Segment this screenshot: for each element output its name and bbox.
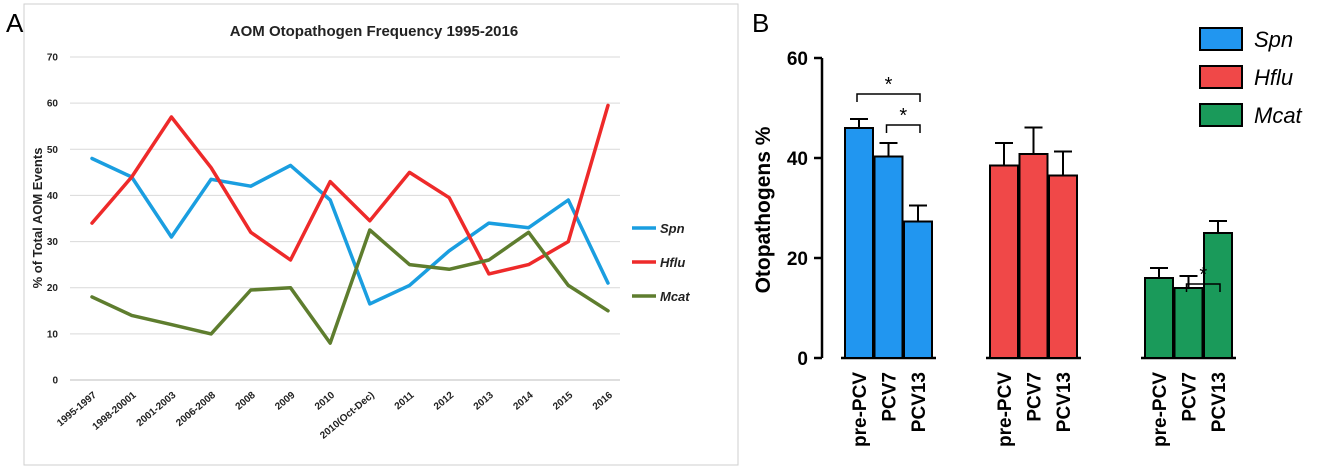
category-label-mcat-1: PCV7	[1180, 372, 1201, 422]
legend-label-mcat: Mcat	[1254, 103, 1303, 128]
bar-mcat-pcv7	[1175, 288, 1203, 358]
legend-swatch-spn	[1200, 28, 1242, 50]
y-tick-label-20: 20	[787, 249, 808, 270]
category-label-spn-2: PCV13	[909, 372, 930, 432]
chart-b-bars	[845, 119, 1232, 358]
legend-label-spn: Spn	[660, 221, 685, 236]
y-tick-label-60: 60	[47, 99, 59, 110]
bar-hflu-pcv7	[1020, 154, 1048, 358]
category-label-spn-1: PCV7	[880, 372, 901, 422]
legend-label-hflu: Hflu	[660, 255, 685, 270]
legend-swatch-mcat	[1200, 104, 1242, 126]
bar-spn-pcv13	[904, 222, 932, 359]
bar-mcat-pre-pcv	[1145, 278, 1173, 358]
chart-a-title: AOM Otopathogen Frequency 1995-2016	[230, 23, 518, 40]
panel-a-label: A	[6, 8, 24, 38]
y-tick-label-30: 30	[47, 237, 59, 248]
y-tick-label-20: 20	[47, 283, 59, 294]
category-label-mcat-2: PCV13	[1209, 372, 1230, 432]
legend-label-mcat: Mcat	[660, 289, 690, 304]
bar-hflu-pcv13	[1049, 176, 1077, 359]
category-label-mcat-0: pre-PCV	[1150, 372, 1171, 447]
y-tick-label-60: 60	[787, 49, 808, 70]
category-label-hflu-2: PCV13	[1054, 372, 1075, 432]
legend-swatch-hflu	[1200, 66, 1242, 88]
y-tick-label-0: 0	[797, 349, 808, 370]
significance-marker-1: *	[899, 105, 907, 127]
category-label-hflu-1: PCV7	[1025, 372, 1046, 422]
y-tick-label-0: 0	[52, 376, 58, 387]
y-tick-label-10: 10	[47, 329, 59, 340]
bar-spn-pcv7	[875, 157, 903, 359]
significance-marker-0: *	[885, 74, 893, 96]
y-tick-label-40: 40	[787, 149, 808, 170]
bar-hflu-pre-pcv	[990, 166, 1018, 359]
category-label-spn-0: pre-PCV	[850, 372, 871, 447]
category-label-hflu-0: pre-PCV	[995, 372, 1016, 447]
bar-mcat-pcv13	[1204, 233, 1232, 358]
legend-label-spn: Spn	[1254, 27, 1293, 52]
y-tick-label-40: 40	[47, 191, 59, 202]
y-tick-label-50: 50	[47, 145, 59, 156]
chart-b-legend: Spn Hflu Mcat	[1200, 27, 1303, 128]
y-tick-label-70: 70	[47, 53, 59, 64]
chart-a-ylabel: % of Total AOM Events	[30, 148, 45, 289]
legend-label-hflu: Hflu	[1254, 65, 1293, 90]
significance-marker-2: *	[1199, 264, 1207, 286]
chart-b-ylabel: Otopathogens %	[752, 126, 775, 293]
chart-b-category-labels: pre-PCV PCV7 PCV13 pre-PCV PCV7 PCV13 pre-PCV P…	[850, 372, 1230, 447]
panel-b-label: B	[752, 8, 769, 38]
bar-spn-pre-pcv	[845, 128, 873, 358]
